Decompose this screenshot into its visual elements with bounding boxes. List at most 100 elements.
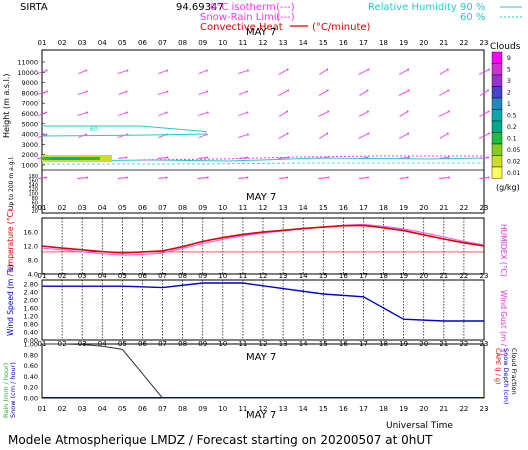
- height-tick-label: 6000: [21, 110, 38, 118]
- hour-label: 01: [38, 405, 47, 413]
- wind-arrow-head: [446, 68, 449, 71]
- wind-arrow-head: [447, 156, 450, 159]
- wind-arrow: [37, 112, 47, 116]
- snow-depth-axis-label: Snow Depth (cm): [502, 348, 510, 404]
- wind-arrow: [277, 90, 289, 96]
- wind-arrow-head: [286, 176, 289, 179]
- wind-arrow-head: [407, 68, 410, 71]
- wind-arrow: [238, 177, 248, 179]
- wind-arrow-head: [125, 156, 128, 159]
- lower-height-tick-label: 100: [28, 192, 38, 198]
- colorbar-cell: [491, 132, 503, 145]
- lower-height-tick-label: 140: [28, 183, 38, 189]
- lower-height-tick-label: 80: [32, 196, 38, 202]
- wind-arrow-head: [206, 90, 209, 93]
- wind-arrow-head: [327, 110, 330, 113]
- hour-label: 13: [279, 204, 288, 212]
- hour-label: 11: [238, 39, 247, 47]
- wind-arrow-head: [366, 110, 369, 113]
- hour-label: 04: [98, 39, 107, 47]
- hour-label: 02: [58, 405, 67, 413]
- hour-label: 23: [480, 272, 489, 280]
- hour-label: 18: [379, 272, 388, 280]
- wind-arrow: [439, 90, 449, 96]
- rain-tick-label: 1.00: [24, 341, 38, 349]
- lower-height-caption: Up to 200 m a.g.l.: [8, 156, 15, 210]
- wind-arrow-head: [85, 69, 88, 72]
- wind-tick-label: 0.00: [24, 337, 38, 345]
- wind-arrow-head: [125, 111, 128, 114]
- hour-label: 14: [299, 204, 308, 212]
- colorbar-level: 0.2: [507, 124, 517, 131]
- wind-arrow: [439, 69, 449, 75]
- convective-unit: (°C/minute): [312, 22, 371, 33]
- rain-tick-label: 0.40: [24, 373, 38, 381]
- hour-label: 07: [158, 405, 167, 413]
- wind-arrow: [158, 177, 167, 179]
- rh-contour-label: 60: [90, 126, 98, 133]
- colorbar-cell: [491, 120, 503, 133]
- hour-label: 11: [238, 405, 247, 413]
- hour-label: 06: [138, 405, 147, 413]
- wind-arrow: [36, 91, 48, 95]
- rh-label: Relative Humidity: [368, 2, 457, 13]
- wind-arrow-head: [45, 133, 48, 136]
- station-coords: 94.69347: [176, 2, 224, 13]
- height-tick-label: 8000: [21, 89, 38, 97]
- wind-arrow-head: [447, 110, 450, 113]
- wind-arrow: [399, 177, 408, 179]
- hour-label: 06: [138, 39, 147, 47]
- lower-height-tick-label: 40: [32, 205, 38, 211]
- wind-arrow: [479, 111, 489, 117]
- wind-arrow-head: [487, 176, 490, 179]
- hour-label: 03: [78, 204, 87, 212]
- hour-label: 10: [218, 204, 227, 212]
- wind-arrow: [77, 177, 88, 179]
- hour-label: 23: [480, 405, 489, 413]
- hour-label: 15: [319, 272, 328, 280]
- height-tick-label: 3000: [21, 141, 38, 149]
- wind-arrow: [358, 69, 369, 75]
- hour-label: 07: [158, 39, 167, 47]
- hour-label: 15: [319, 405, 328, 413]
- hour-label: 07: [158, 272, 167, 280]
- rain-tick-label: 0.60: [24, 362, 38, 370]
- wind-arrow: [78, 70, 87, 74]
- hour-label: 21: [439, 39, 448, 47]
- height-tick-label: 10000: [17, 69, 38, 77]
- hour-label: 20: [419, 272, 428, 280]
- hour-label: 21: [439, 204, 448, 212]
- wind-arrow-head: [326, 132, 329, 135]
- wind-arrow-head: [407, 89, 410, 92]
- hour-label: 23: [480, 39, 489, 47]
- wind-arrow-head: [246, 69, 249, 72]
- hour-labels-bottom: 01 02 03 04 05 06 07 08 09 10 11 12 13 14 15 16 17 18 19 20…: [38, 405, 489, 413]
- wind-arrow: [479, 177, 489, 179]
- wind-arrow: [198, 91, 208, 95]
- hour-label: 15: [319, 204, 328, 212]
- hour-label: 04: [98, 272, 107, 280]
- wind-ticks: 2.802.402.001.601.200.800.400.00: [24, 281, 38, 345]
- hour-label: 20: [419, 39, 428, 47]
- wind-speed-line: [42, 282, 484, 322]
- wind-arrow-head: [366, 89, 369, 92]
- clouds-title: Clouds: [490, 42, 521, 52]
- colorbar-cell: [491, 86, 503, 99]
- date-label-bottom: MAY 7: [246, 410, 276, 421]
- wind-arrow: [118, 91, 127, 95]
- hour-label: 03: [78, 272, 87, 280]
- wind-arrow: [77, 112, 88, 116]
- wind-arrow: [478, 133, 490, 139]
- wind-arrow-head: [46, 90, 48, 93]
- colorbar-level: 0.05: [507, 147, 521, 154]
- freezing-isotherm-line: [139, 155, 484, 161]
- wind-tick-label: 2.00: [24, 297, 38, 305]
- height-axis-label: Height (m a.s.l.): [2, 74, 11, 139]
- wind-arrow: [398, 90, 409, 96]
- wind-arrow-head: [245, 90, 248, 93]
- hour-label: 21: [439, 405, 448, 413]
- wind-arrow: [198, 157, 208, 159]
- hour-label: 22: [459, 405, 468, 413]
- hour-label: 02: [58, 39, 67, 47]
- wind-arrow-head: [446, 132, 449, 135]
